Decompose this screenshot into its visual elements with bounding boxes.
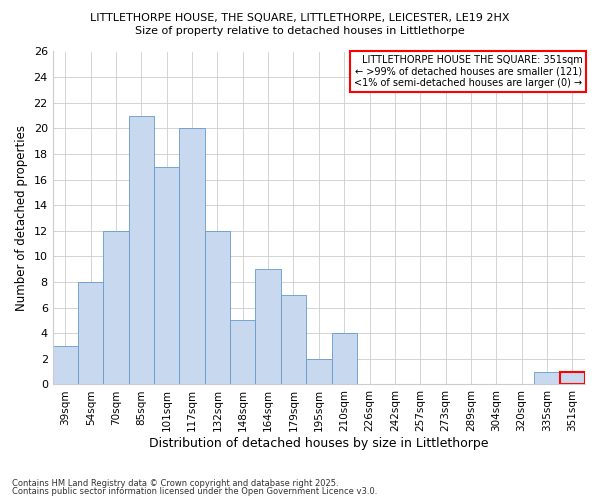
Text: Size of property relative to detached houses in Littlethorpe: Size of property relative to detached ho… [135, 26, 465, 36]
Bar [535, 372, 560, 384]
Bar [560, 372, 585, 384]
Y-axis label: Number of detached properties: Number of detached properties [15, 125, 28, 311]
Bar [205, 231, 230, 384]
Text: LITTLETHORPE HOUSE THE SQUARE: 351sqm
← >99% of detached houses are smaller (121: LITTLETHORPE HOUSE THE SQUARE: 351sqm ← … [354, 55, 583, 88]
Bar [332, 333, 357, 384]
Bar [129, 116, 154, 384]
Bar [179, 128, 205, 384]
X-axis label: Distribution of detached houses by size in Littlethorpe: Distribution of detached houses by size … [149, 437, 488, 450]
Text: LITTLETHORPE HOUSE, THE SQUARE, LITTLETHORPE, LEICESTER, LE19 2HX: LITTLETHORPE HOUSE, THE SQUARE, LITTLETH… [90, 12, 510, 22]
Bar [154, 167, 179, 384]
Bar [103, 231, 129, 384]
Bar [281, 295, 306, 384]
Text: Contains public sector information licensed under the Open Government Licence v3: Contains public sector information licen… [12, 487, 377, 496]
Bar [78, 282, 103, 384]
Bar [306, 359, 332, 384]
Text: Contains HM Land Registry data © Crown copyright and database right 2025.: Contains HM Land Registry data © Crown c… [12, 478, 338, 488]
Bar [230, 320, 256, 384]
Bar [256, 269, 281, 384]
Bar [53, 346, 78, 385]
